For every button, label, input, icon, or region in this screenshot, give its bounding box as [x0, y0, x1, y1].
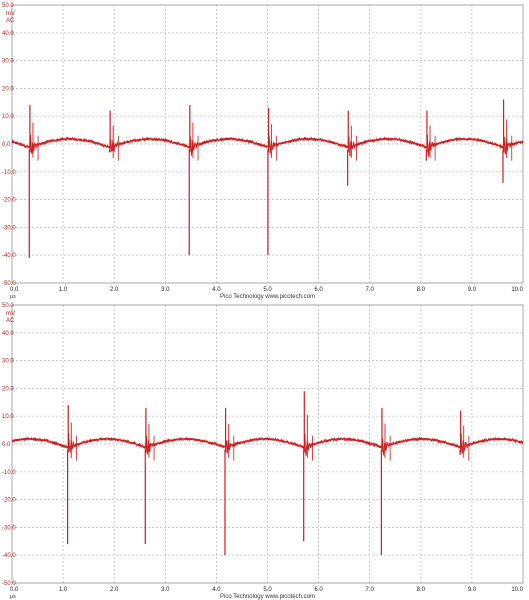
y-tick-label: -50.0	[2, 581, 16, 587]
spike	[459, 410, 470, 461]
y-tick-label: 20.0	[2, 386, 14, 392]
x-tick-label: 6.0	[314, 587, 323, 593]
coupling-label: AC	[6, 18, 15, 24]
x-tick-label: 2.0	[110, 287, 119, 293]
spike	[425, 110, 436, 161]
spike	[108, 110, 119, 161]
x-tick-label: 5.0	[263, 287, 272, 293]
y-tick-label: 40.0	[2, 31, 14, 37]
y-tick-label: 10.0	[2, 414, 14, 420]
x-tick-label: 5.0	[263, 587, 272, 593]
y-tick-label: 30.0	[2, 359, 14, 365]
x-tick-label: 3.0	[161, 587, 170, 593]
x-tick-label: 9.0	[468, 587, 477, 593]
x-tick-label: 6.0	[314, 287, 323, 293]
grid-lines	[11, 4, 524, 284]
plot-frame	[11, 304, 524, 584]
y-tick-label: -10.0	[2, 170, 16, 176]
spike	[347, 110, 357, 186]
x-tick-label: 1.0	[59, 587, 68, 593]
y-tick-label: 10.0	[2, 114, 14, 120]
x-tick-label: 1.0	[59, 287, 68, 293]
spike	[267, 107, 278, 256]
oscilloscope-chart-top: 50.0 40.0 30.0 20.0 10.0 0.0 -10.0 -20.0 -30.0 -4…	[2, 3, 524, 300]
y-tick-label: 50.0	[2, 303, 14, 309]
y-tick-label: 0.0	[2, 142, 11, 148]
coupling-label: AC	[6, 318, 15, 324]
y-tick-label: 20.0	[2, 86, 14, 92]
credit-label: Pico Technology www.picotech.com	[220, 594, 315, 600]
x-tick-label: 7.0	[366, 587, 375, 593]
oscilloscope-chart-bottom: 50.0 40.0 30.0 20.0 10.0 0.0 -10.0 -20.0 -30.0 -4…	[2, 303, 524, 600]
x-unit-label: μs	[10, 594, 16, 600]
waveform-trace	[11, 134, 524, 157]
x-tick-label: 2.0	[110, 587, 119, 593]
x-tick-label: 0.0	[10, 587, 19, 593]
spike	[224, 407, 235, 556]
y-unit-label: mV	[6, 11, 15, 17]
plot-frame	[11, 4, 524, 284]
y-tick-label: -50.0	[2, 281, 16, 287]
y-unit-label: mV	[6, 311, 15, 317]
spike	[303, 391, 313, 542]
x-tick-label: 10.0	[511, 287, 523, 293]
y-tick-label: -20.0	[2, 198, 16, 204]
spike	[67, 405, 77, 545]
y-tick-label: -10.0	[2, 470, 16, 476]
y-tick-label: -30.0	[2, 525, 16, 531]
x-tick-label: 4.0	[212, 287, 221, 293]
y-tick-label: -20.0	[2, 498, 16, 504]
credit-label: Pico Technology www.picotech.com	[220, 294, 315, 300]
x-tick-label: 10.0	[511, 587, 523, 593]
y-tick-label: -40.0	[2, 253, 16, 259]
x-tick-label: 4.0	[212, 587, 221, 593]
x-tick-label: 9.0	[468, 287, 477, 293]
chart-panel-top: 50.0 40.0 30.0 20.0 10.0 0.0 -10.0 -20.0 -30.0 -4…	[2, 3, 524, 300]
x-tick-label: 8.0	[417, 287, 426, 293]
y-tick-label: 30.0	[2, 59, 14, 65]
x-tick-label: 7.0	[366, 287, 375, 293]
x-tick-label: 8.0	[417, 587, 426, 593]
x-tick-label: 3.0	[161, 287, 170, 293]
y-tick-label: 0.0	[2, 442, 11, 448]
x-unit-label: μs	[10, 294, 16, 300]
y-tick-label: -40.0	[2, 553, 16, 559]
y-tick-label: 40.0	[2, 331, 14, 337]
x-tick-label: 0.0	[10, 287, 19, 293]
spike	[188, 105, 199, 256]
chart-panel-bottom: 50.0 40.0 30.0 20.0 10.0 0.0 -10.0 -20.0 -30.0 -4…	[0, 300, 529, 600]
waveform-trace	[11, 433, 524, 457]
spike	[502, 99, 513, 183]
spike	[144, 407, 155, 545]
y-tick-label: -30.0	[2, 225, 16, 231]
spike	[28, 105, 39, 258]
spike	[380, 407, 391, 556]
y-tick-label: 50.0	[2, 3, 14, 9]
